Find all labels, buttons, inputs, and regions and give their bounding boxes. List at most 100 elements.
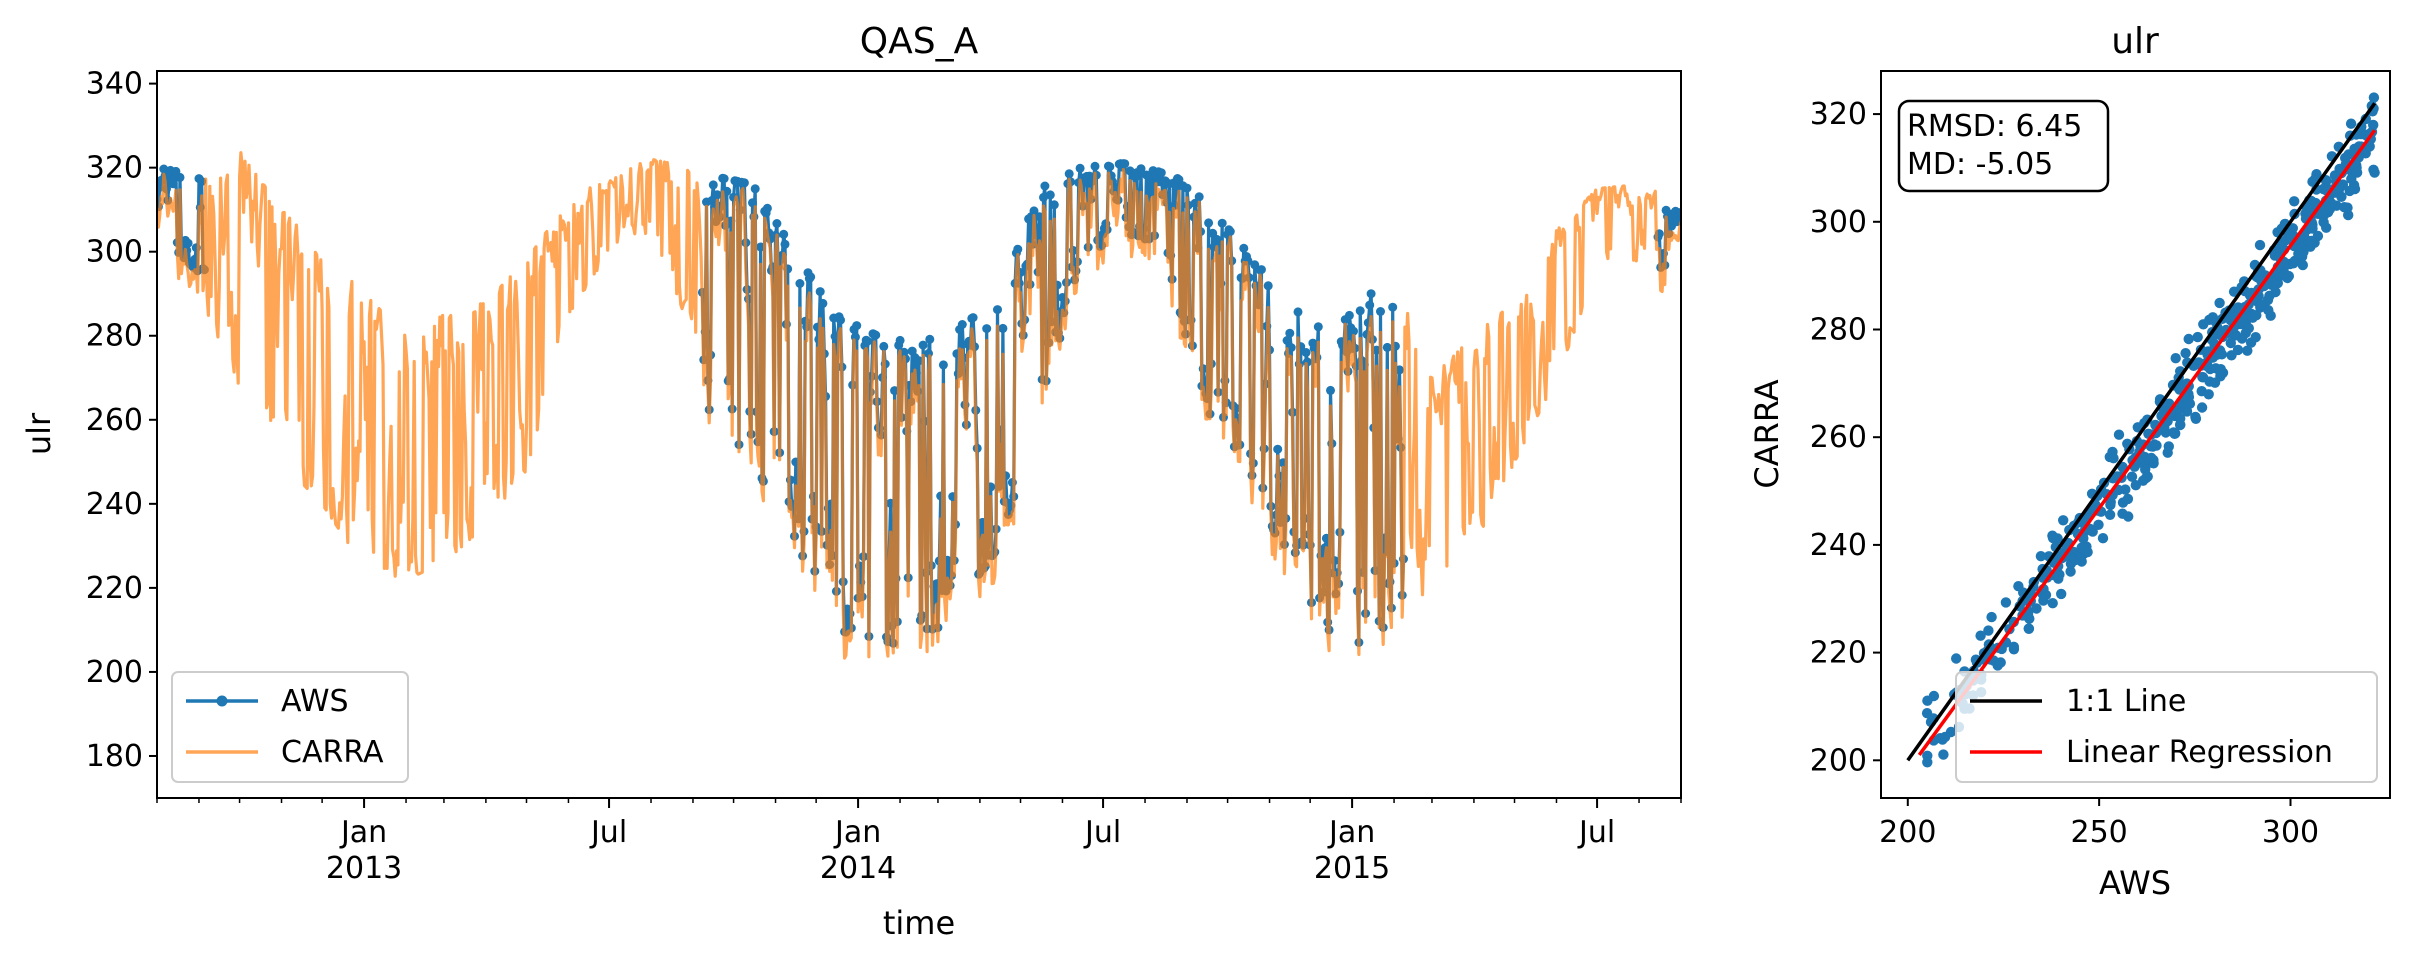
timeseries-axes-frame [156, 70, 1682, 799]
y-tick-label: 220 [1810, 636, 1867, 671]
x-tick-year-label: 2014 [820, 851, 896, 886]
timeseries-plot-area [157, 151, 1681, 660]
aws-point [1395, 365, 1404, 375]
scatter-point [2170, 353, 2181, 364]
scatter-point [2345, 118, 2357, 129]
x-tick-label: Jul [1083, 815, 1121, 850]
y-tick-label: 320 [1810, 97, 1867, 132]
scatter-point [2255, 299, 2267, 310]
scatter-point [2134, 457, 2145, 468]
scatter-point [2047, 532, 2059, 544]
aws-point [722, 186, 732, 196]
aws-point [1075, 163, 1085, 173]
scatter-title: ulr [2111, 21, 2159, 62]
y-tick-label: 180 [86, 739, 143, 774]
aws-point [159, 164, 169, 174]
aws-point [750, 184, 760, 194]
aws-point [895, 335, 905, 345]
regression-line [1917, 129, 2377, 756]
scatter-ylabel: CARRA [1748, 379, 1786, 488]
x-tick-label: 200 [1879, 815, 1936, 850]
aws-point [836, 315, 845, 325]
aws-point [772, 219, 782, 228]
scatter-point [2122, 493, 2134, 505]
y-tick-label: 240 [86, 487, 143, 522]
aws-point [780, 239, 790, 249]
aws-point [1256, 265, 1266, 275]
scatter-point [2289, 196, 2300, 207]
y-tick-label: 280 [1810, 312, 1867, 347]
aws-point [779, 229, 789, 239]
aws-point [1326, 385, 1335, 395]
scatter-point [2225, 337, 2236, 349]
rmsd-text: RMSD: 6.45 [1907, 109, 2082, 144]
y-tick-label: 200 [86, 655, 143, 690]
aws-point [863, 336, 873, 346]
scatter-point [2076, 542, 2087, 553]
aws-point [871, 330, 881, 340]
aws-point [1366, 289, 1376, 299]
scatter-point [2132, 422, 2143, 433]
scatter-point [2162, 447, 2173, 458]
timeseries-y-ticks: 180 200 220 240 260 280 300 320 340 [86, 67, 157, 774]
scatter-point [1983, 625, 1994, 636]
scatter-point [2108, 453, 2119, 464]
scatter-y-ticks: 200 220 240 260 280 300 320 [1810, 97, 1881, 778]
scatter-point [2126, 471, 2138, 482]
aws-point [739, 178, 749, 188]
scatter-point [1975, 630, 1986, 641]
y-tick-label: 280 [86, 319, 143, 354]
scatter-point [2307, 223, 2318, 234]
scatter-point [2190, 411, 2201, 423]
aws-point [806, 272, 816, 282]
scatter-point [2097, 533, 2109, 544]
aws-point [1049, 200, 1059, 210]
aws-point [957, 320, 967, 329]
aws-point [1349, 326, 1358, 336]
scatter-point [2056, 588, 2067, 600]
aws-point [1190, 198, 1200, 208]
y-tick-label: 300 [1810, 205, 1867, 240]
scatter-point [2242, 345, 2253, 356]
aws-point [1217, 218, 1227, 228]
x-tick-label: 300 [2262, 815, 2319, 850]
scatter-point [1922, 757, 1933, 768]
x-tick-label: Jan [339, 815, 387, 850]
scatter-point [2207, 312, 2218, 323]
scatter-point [2168, 427, 2179, 438]
aws-point [1388, 302, 1398, 312]
scatter-point [2013, 581, 2024, 592]
aws-point [1301, 348, 1311, 357]
y-tick-label: 340 [86, 67, 143, 102]
aws-point [719, 174, 729, 184]
legend-aws-marker [216, 695, 228, 707]
scatter-point [2364, 141, 2375, 152]
aws-point [968, 313, 978, 323]
aws-point [1120, 159, 1130, 169]
legend-carra-label: CARRA [281, 735, 384, 770]
scatter-point [2228, 286, 2240, 297]
scatter-point [2203, 389, 2214, 400]
aws-point [1344, 310, 1354, 320]
aws-point [818, 298, 828, 308]
scatter-point [2265, 310, 2276, 321]
scatter-point [2240, 327, 2251, 339]
scatter-point [2232, 344, 2244, 356]
scatter-point [2196, 402, 2208, 413]
y-tick-label: 260 [86, 403, 143, 438]
legend-aws-label: AWS [281, 684, 349, 719]
scatter-point [2215, 364, 2226, 375]
x-tick-year-label: 2013 [326, 851, 402, 886]
scatter-point [1951, 653, 1962, 664]
aws-point [756, 242, 766, 252]
scatter-point [2216, 349, 2227, 360]
scatter-point [2287, 223, 2298, 234]
scatter-point [2279, 268, 2291, 280]
scatter-point [2197, 372, 2209, 383]
scatter-point [2183, 333, 2194, 345]
y-tick-label: 220 [86, 571, 143, 606]
y-tick-label: 200 [1810, 743, 1867, 778]
aws-point [168, 179, 178, 189]
scatter-point [2346, 173, 2357, 185]
